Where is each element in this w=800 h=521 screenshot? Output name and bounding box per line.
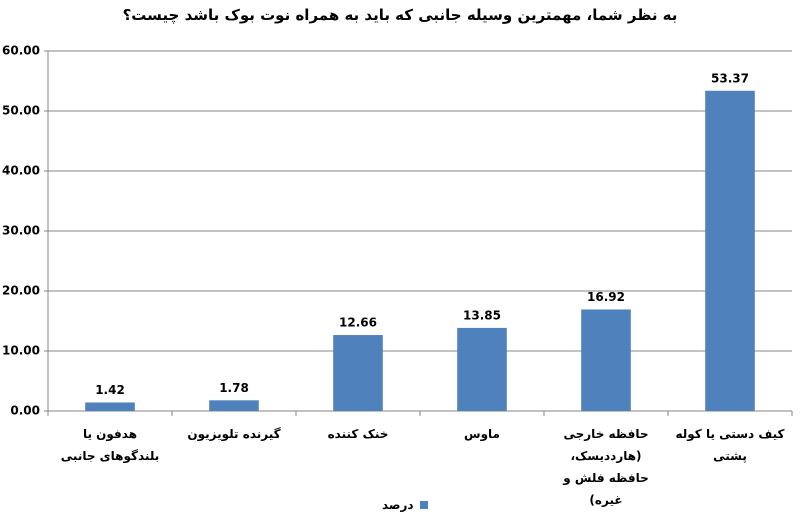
bar (581, 309, 631, 411)
data-label: 12.66 (339, 316, 377, 330)
y-tick-label: 50.00 (2, 104, 40, 118)
x-tick-label: ماوس (464, 427, 500, 441)
y-tick-label: 40.00 (2, 164, 40, 178)
bar (457, 327, 507, 411)
y-tick-label: 30.00 (2, 224, 40, 238)
bar (209, 400, 259, 411)
legend-swatch (419, 501, 428, 509)
data-label: 1.78 (219, 381, 249, 395)
bar (85, 402, 135, 411)
y-tick-label: 0.00 (10, 404, 40, 418)
y-tick-label: 20.00 (2, 284, 40, 298)
legend-label: درصد (382, 498, 414, 512)
data-label: 53.37 (711, 71, 749, 85)
chart-title: به نظر شما، مهمترین وسیله جانبی که باید … (122, 6, 678, 24)
legend: درصد (382, 498, 428, 512)
data-label: 13.85 (463, 308, 501, 322)
data-label: 16.92 (587, 290, 625, 304)
x-tick-label: گیرنده تلویزیون (187, 427, 281, 441)
x-tick-label: هدفون یا بلندگوهای جانبی (60, 427, 160, 463)
y-tick-label: 60.00 (2, 44, 40, 58)
bar (705, 90, 755, 411)
data-label: 1.42 (95, 383, 125, 397)
x-tick-label: کیف دستی یا کوله پشتی (675, 427, 785, 463)
bar (333, 335, 383, 411)
y-tick-label: 10.00 (2, 344, 40, 358)
x-tick-label: حافظه خارجی (هارددیسک، حافظه فلش و غیره) (563, 427, 649, 507)
x-tick-label: خنک کننده (327, 427, 389, 441)
